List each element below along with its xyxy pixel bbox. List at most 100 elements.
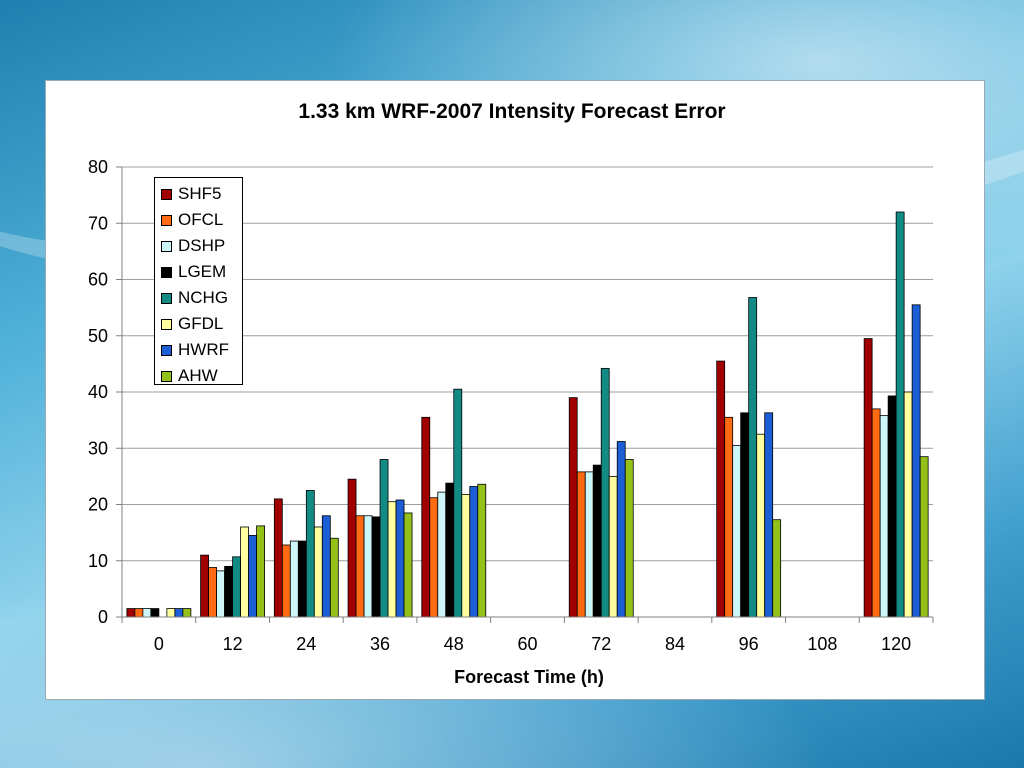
bar-dshp-48 — [437, 491, 447, 618]
bar-nchg-12 — [232, 556, 241, 618]
bar-ofcl-48 — [429, 497, 439, 618]
bar-ofcl-36 — [355, 515, 365, 618]
bar-gfdl-24 — [313, 526, 323, 618]
x-axis-label: Forecast Time (h) — [454, 667, 604, 687]
legend-item-ahw: AHW — [155, 363, 242, 389]
bar-hwrf-12 — [248, 535, 257, 618]
legend-item-gfdl: GFDL — [155, 311, 242, 337]
bar-ahw-0 — [182, 608, 192, 618]
bar-hwrf-36 — [395, 499, 405, 618]
bar-ahw-96 — [772, 519, 782, 618]
legend-swatch — [161, 240, 172, 252]
bar-ofcl-24 — [281, 544, 291, 618]
bar-hwrf-0 — [174, 608, 184, 618]
bar-hwrf-120 — [911, 304, 921, 618]
bar-hwrf-72 — [616, 441, 626, 618]
legend-item-hwrf: HWRF — [155, 337, 242, 363]
legend-label: AHW — [178, 366, 218, 385]
bar-ofcl-72 — [576, 471, 586, 618]
legend-swatch — [161, 188, 172, 200]
bar-dshp-36 — [363, 515, 373, 618]
bar-hwrf-96 — [764, 412, 774, 618]
axes — [121, 167, 934, 623]
bar-hwrf-24 — [321, 515, 331, 618]
bar-ofcl-12 — [208, 567, 217, 618]
bar-shf5-0 — [126, 608, 136, 618]
bar-gfdl-72 — [608, 475, 618, 618]
bar-ahw-72 — [624, 459, 634, 618]
bar-dshp-0 — [142, 608, 152, 618]
bar-dshp-120 — [879, 415, 889, 618]
bar-lgem-48 — [445, 482, 455, 618]
bars — [126, 211, 929, 618]
bar-ofcl-0 — [134, 608, 144, 618]
bar-ahw-120 — [919, 456, 929, 618]
legend-label: NCHG — [178, 288, 229, 307]
legend-item-shf5: SHF5 — [155, 181, 242, 207]
legend-swatch — [161, 370, 172, 382]
bar-lgem-12 — [224, 565, 233, 618]
bar-hwrf-48 — [469, 486, 479, 618]
bar-lgem-24 — [297, 540, 307, 618]
chart-title: 1.33 km WRF-2007 Intensity Forecast Erro… — [298, 100, 726, 123]
legend-label: SHF5 — [178, 184, 222, 203]
x-tick-label: 120 — [881, 634, 911, 654]
y-tick-label: 50 — [88, 326, 108, 346]
bar-shf5-12 — [200, 554, 209, 618]
bar-gfdl-48 — [461, 493, 471, 618]
bar-dshp-12 — [216, 570, 225, 618]
x-tick-label: 108 — [807, 634, 837, 654]
legend-label: HWRF — [178, 340, 229, 359]
y-tick-label: 70 — [88, 213, 108, 233]
bar-nchg-72 — [600, 367, 610, 618]
bar-shf5-96 — [716, 360, 726, 618]
bar-shf5-72 — [568, 397, 578, 618]
x-tick-label: 12 — [223, 634, 243, 654]
bar-gfdl-12 — [240, 526, 249, 618]
bar-nchg-48 — [453, 388, 463, 618]
bar-ahw-12 — [256, 525, 265, 618]
bar-shf5-48 — [421, 416, 431, 618]
bar-lgem-0 — [150, 608, 160, 618]
grid-lines — [116, 166, 933, 618]
legend-item-nchg: NCHG — [155, 285, 242, 311]
bar-dshp-24 — [289, 540, 299, 618]
legend-label: DSHP — [178, 236, 226, 255]
x-tick-label: 48 — [444, 634, 464, 654]
bar-shf5-24 — [273, 498, 283, 618]
x-tick-label: 60 — [517, 634, 537, 654]
bar-ahw-36 — [403, 512, 413, 618]
x-tick-label: 36 — [370, 634, 390, 654]
legend-swatch — [161, 344, 172, 356]
bar-shf5-36 — [347, 478, 357, 618]
x-tick-label: 96 — [739, 634, 759, 654]
legend-swatch — [161, 292, 172, 304]
legend-item-ofcl: OFCL — [155, 207, 242, 233]
legend-swatch — [161, 266, 172, 278]
x-tick-label: 84 — [665, 634, 685, 654]
bar-nchg-120 — [895, 211, 905, 618]
bar-dshp-96 — [732, 445, 742, 618]
legend-swatch — [161, 318, 172, 330]
legend-label: OFCL — [178, 210, 224, 229]
x-tick-label: 0 — [154, 634, 164, 654]
bar-ofcl-120 — [871, 408, 881, 618]
legend-item-dshp: DSHP — [155, 233, 242, 259]
bar-ahw-24 — [329, 537, 339, 618]
bar-lgem-120 — [887, 395, 897, 618]
bar-nchg-96 — [748, 297, 758, 618]
bar-shf5-120 — [863, 338, 873, 618]
y-tick-label: 30 — [88, 438, 108, 458]
legend-swatch — [161, 214, 172, 226]
legend-label: GFDL — [178, 314, 224, 333]
bar-lgem-72 — [592, 464, 602, 618]
x-tick-label: 24 — [296, 634, 316, 654]
bar-nchg-24 — [305, 490, 315, 618]
y-tick-label: 40 — [88, 382, 108, 402]
bar-gfdl-0 — [166, 608, 176, 618]
y-tick-labels: 0 10 20 30 40 50 60 70 80 — [88, 157, 108, 627]
bar-ofcl-96 — [724, 416, 734, 618]
bar-ahw-48 — [477, 483, 487, 618]
y-tick-label: 10 — [88, 551, 108, 571]
